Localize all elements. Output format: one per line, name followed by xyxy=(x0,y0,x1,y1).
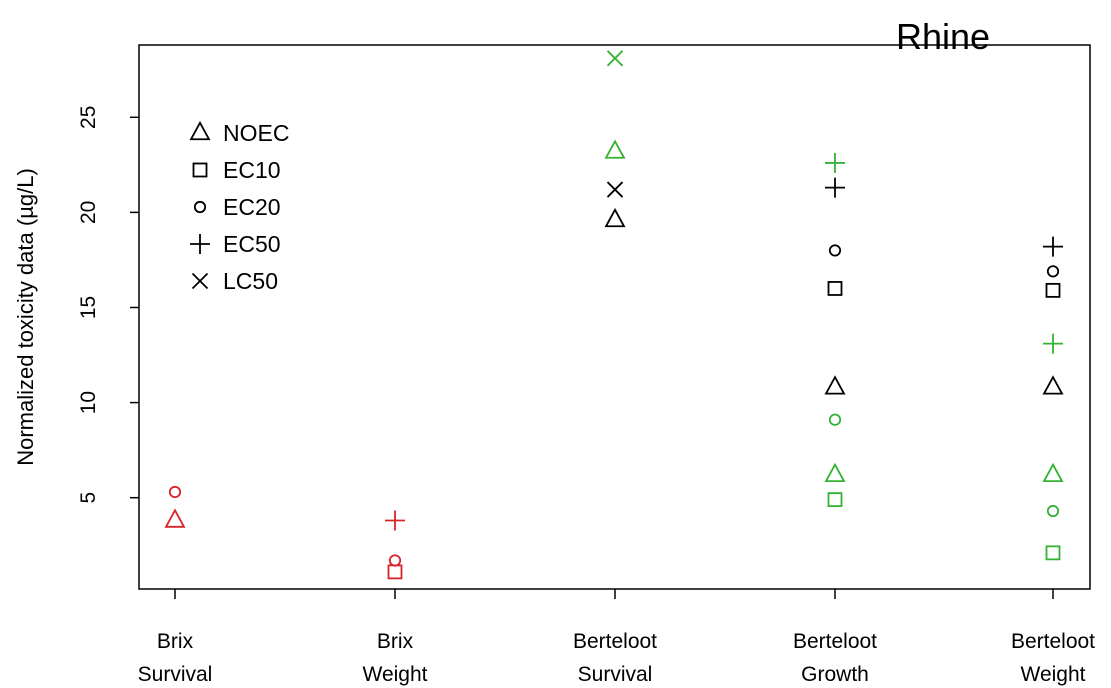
legend-marker-ec20 xyxy=(193,200,207,214)
y-tick-label: 20 xyxy=(77,201,100,224)
legend-label: NOEC xyxy=(223,120,289,146)
x-tick-label-line2: Survival xyxy=(138,663,213,686)
x-axis: Brix Survival Brix Weight Berteloot Survival B… xyxy=(138,589,1095,686)
x-tick-label-line2: Weight xyxy=(363,663,428,686)
data-point-ec10 xyxy=(387,564,403,580)
data-point-noec xyxy=(604,207,626,228)
data-point-ec10 xyxy=(827,281,843,296)
chart-title: Rhine xyxy=(896,16,990,57)
data-point-ec20 xyxy=(1046,504,1060,518)
y-tick-label: 10 xyxy=(77,391,100,414)
data-point-noec xyxy=(824,462,846,483)
x-tick-label-line1: Brix xyxy=(377,630,414,653)
data-point-noec xyxy=(164,508,186,528)
data-point-noec xyxy=(1042,462,1064,483)
x-tick-label-line2: Weight xyxy=(1021,663,1086,686)
data-point-ec20 xyxy=(168,485,182,499)
legend-marker-ec10 xyxy=(192,162,208,178)
data-point-ec50 xyxy=(1043,333,1063,354)
data-point-ec50 xyxy=(385,510,405,531)
x-tick-label-line1: Berteloot xyxy=(1011,630,1095,653)
data-point-ec20 xyxy=(1046,265,1060,278)
data-point-noec xyxy=(604,139,626,159)
data-points xyxy=(164,50,1064,580)
data-point-ec10 xyxy=(1045,545,1061,561)
y-axis-title: Normalized toxicity data (µg/L) xyxy=(13,168,38,466)
x-tick-label-line2: Survival xyxy=(578,663,653,686)
data-point-lc50 xyxy=(606,50,624,67)
x-tick-label-line1: Berteloot xyxy=(573,630,657,653)
data-point-ec50 xyxy=(825,152,845,173)
y-tick-label: 5 xyxy=(77,492,100,504)
data-point-noec xyxy=(824,375,846,395)
data-point-noec xyxy=(1042,375,1064,395)
legend-label: EC20 xyxy=(223,194,281,220)
data-point-ec20 xyxy=(828,413,842,426)
y-axis: 5 10 15 20 25 xyxy=(77,106,139,504)
data-point-ec10 xyxy=(1045,282,1061,298)
legend-label: EC10 xyxy=(223,157,281,183)
data-point-ec20 xyxy=(388,554,402,567)
data-point-ec50 xyxy=(1043,236,1063,257)
x-tick-label-line1: Berteloot xyxy=(793,630,877,653)
x-tick-label-line2: Growth xyxy=(801,663,869,686)
data-point-ec20 xyxy=(828,244,842,257)
data-point-ec10 xyxy=(827,492,843,508)
y-tick-label: 25 xyxy=(77,106,100,129)
legend-marker-noec xyxy=(189,120,211,141)
legend-marker-ec50 xyxy=(190,234,210,254)
x-tick-label-line1: Brix xyxy=(157,630,194,653)
data-point-ec50 xyxy=(825,177,845,198)
legend: NOEC EC10 EC20 EC50 LC50 xyxy=(189,120,289,294)
legend-label: LC50 xyxy=(223,268,278,294)
legend-label: EC50 xyxy=(223,231,281,257)
y-tick-label: 15 xyxy=(77,296,100,319)
legend-marker-lc50 xyxy=(191,272,209,290)
data-point-lc50 xyxy=(606,181,624,198)
